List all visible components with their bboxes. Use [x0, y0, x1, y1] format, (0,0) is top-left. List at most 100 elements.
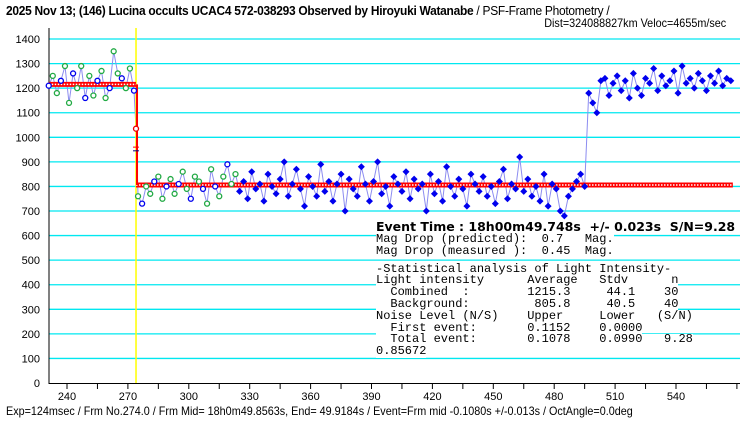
data-point — [434, 178, 442, 186]
data-point — [301, 202, 309, 210]
x-tick-label: 390 — [362, 391, 380, 403]
data-point — [228, 180, 235, 188]
data-point — [159, 195, 166, 202]
data-point — [122, 85, 130, 92]
data-point — [447, 182, 455, 190]
data-point — [418, 180, 426, 188]
data-point — [694, 69, 702, 77]
data-point — [491, 200, 499, 208]
data-point — [90, 92, 97, 99]
y-tick-label: 900 — [22, 157, 40, 169]
x-tick-label: 420 — [423, 391, 441, 403]
data-point — [216, 193, 223, 200]
data-point — [53, 89, 60, 97]
data-point — [240, 178, 248, 186]
data-point — [471, 180, 479, 188]
data-point — [69, 70, 77, 77]
data-point — [248, 168, 256, 176]
data-point — [715, 67, 723, 75]
data-point — [45, 82, 52, 89]
data-point — [276, 175, 284, 183]
stats-heading: -Statistical analysis of Light Intensity… — [376, 261, 672, 276]
data-point — [629, 69, 637, 77]
data-point — [106, 85, 113, 92]
data-point — [130, 87, 138, 94]
analysis-box: Event Time : 18h00m49.748s +/- 0.023s S/… — [376, 220, 736, 358]
data-point — [459, 185, 467, 193]
event-data-point — [132, 125, 140, 132]
data-point — [439, 197, 447, 205]
data-point — [361, 180, 369, 188]
y-tick-label: 700 — [22, 206, 40, 218]
data-point — [499, 165, 507, 173]
data-point — [463, 202, 471, 210]
data-point — [264, 170, 272, 178]
data-point — [560, 212, 568, 220]
data-point — [556, 207, 564, 215]
data-point — [102, 94, 109, 102]
data-point — [207, 166, 215, 173]
data-point — [82, 94, 89, 102]
data-point — [394, 180, 402, 188]
data-point — [61, 62, 69, 70]
data-point — [126, 65, 134, 72]
data-point — [613, 72, 621, 80]
data-point — [581, 182, 589, 190]
data-point — [256, 180, 264, 188]
data-point — [654, 87, 662, 95]
data-point — [678, 62, 686, 70]
data-point — [406, 195, 414, 203]
data-point — [642, 74, 650, 82]
data-point — [252, 185, 260, 193]
data-point — [183, 185, 190, 193]
data-point — [662, 82, 670, 90]
data-point — [333, 180, 341, 188]
data-point — [337, 170, 345, 178]
footer-info: Exp=124msec / Frm No.274.0 / Frm Mid= 18… — [6, 404, 633, 418]
mag-drop-predicted: Mag Drop (predicted): 0.7 Mag. — [376, 232, 614, 246]
data-point — [313, 192, 321, 200]
data-point — [138, 200, 146, 207]
y-tick-label: 1000 — [16, 132, 40, 144]
data-point — [195, 178, 203, 185]
data-point — [702, 87, 710, 95]
data-point — [483, 192, 491, 200]
stats-header: Light intensity Average Stdv n — [376, 273, 679, 288]
data-point — [110, 48, 117, 55]
y-tick-label: 1300 — [16, 59, 40, 71]
data-point — [414, 185, 422, 193]
data-point — [143, 183, 150, 190]
data-point — [78, 62, 85, 70]
data-point — [520, 187, 528, 195]
data-point — [487, 182, 495, 190]
data-point — [260, 197, 268, 205]
data-point — [410, 175, 418, 183]
data-point — [57, 77, 65, 84]
data-point — [637, 92, 645, 100]
data-point — [666, 77, 674, 85]
x-tick-label: 330 — [241, 391, 259, 403]
data-point — [577, 170, 585, 178]
data-point — [707, 72, 715, 80]
x-tick-label: 360 — [301, 391, 319, 403]
chart-subtitle: Dist=324088827km Veloc=4655m/sec — [544, 16, 726, 30]
mag-drop-measured: Mag Drop (measured ): 0.45 Mag. — [376, 243, 614, 258]
x-tick-label: 240 — [58, 391, 76, 403]
data-point — [585, 89, 593, 97]
data-point — [325, 178, 333, 186]
data-point — [147, 190, 154, 197]
data-point — [568, 185, 576, 193]
data-point — [426, 170, 434, 178]
y-tick-label: 1100 — [16, 108, 40, 120]
data-point — [552, 185, 560, 193]
data-point — [398, 187, 406, 195]
data-point — [232, 171, 239, 178]
data-point — [317, 160, 325, 168]
data-point — [524, 175, 532, 183]
data-point — [74, 85, 81, 92]
noise-header: Noise Level (N/S) Upper Lower (S/N) — [376, 308, 693, 323]
data-point — [548, 180, 556, 188]
data-point — [272, 190, 280, 198]
data-point — [309, 182, 317, 190]
